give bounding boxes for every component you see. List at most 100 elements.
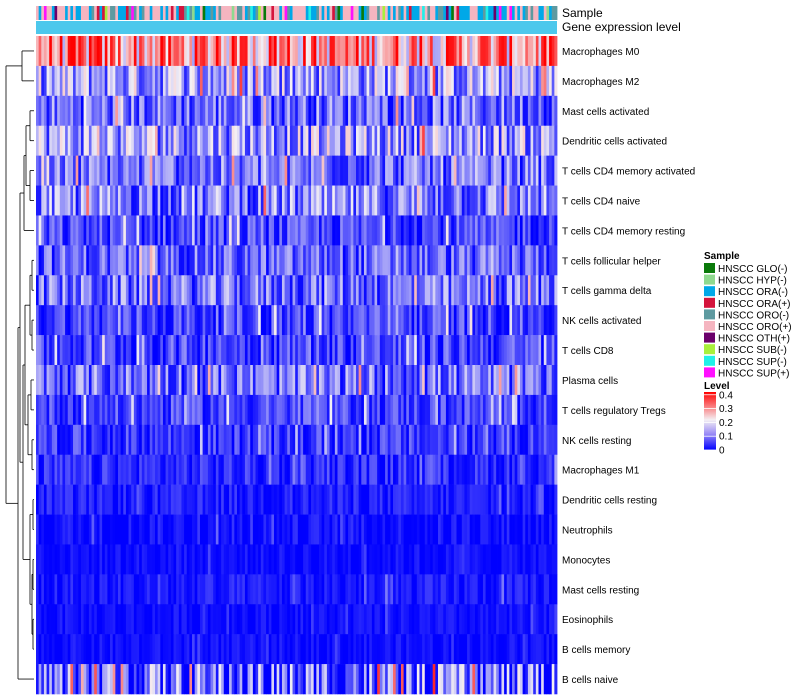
heatmap-cell: [284, 335, 288, 366]
heatmap-cell: [419, 125, 423, 156]
heatmap-cell: [345, 604, 349, 635]
heatmap-cell: [178, 95, 182, 127]
heatmap-cell: [178, 544, 182, 575]
heatmap-cell: [337, 125, 341, 156]
heatmap-cell: [136, 65, 140, 97]
heatmap-cell: [91, 155, 95, 186]
heatmap-cell: [107, 664, 111, 695]
row-label: T cells regulatory Tregs: [562, 406, 666, 417]
heatmap-cell: [308, 634, 312, 665]
heatmap-cell: [337, 335, 341, 366]
heatmap-cell: [390, 215, 394, 246]
heatmap-cell: [250, 634, 254, 665]
heatmap-cell: [435, 125, 439, 156]
heatmap-cell: [207, 484, 211, 515]
sample-annotation-cell: [157, 6, 161, 20]
heatmap-cell: [440, 604, 444, 635]
heatmap-cell: [498, 544, 502, 575]
heatmap-cell: [239, 484, 243, 515]
heatmap-cell: [213, 215, 217, 246]
heatmap-cell: [78, 544, 82, 575]
heatmap-cell: [276, 604, 280, 635]
heatmap-cell: [311, 604, 315, 635]
heatmap-cell: [252, 275, 256, 306]
heatmap-cell: [181, 215, 185, 246]
heatmap-cell: [400, 634, 405, 665]
heatmap-cell: [194, 125, 198, 156]
heatmap-cell: [377, 65, 381, 97]
heatmap-cell: [549, 664, 553, 695]
heatmap-cell: [91, 664, 95, 695]
heatmap-cell: [173, 604, 177, 635]
heatmap-cell: [250, 394, 254, 426]
heatmap-cell: [229, 394, 233, 426]
sample-annotation-cell: [292, 6, 296, 20]
heatmap-cell: [313, 245, 317, 276]
heatmap-cell: [75, 514, 79, 545]
heatmap-cell: [284, 215, 288, 246]
heatmap-cell: [67, 664, 71, 695]
heatmap-cell: [287, 544, 291, 575]
heatmap-cell: [379, 335, 383, 366]
heatmap-cell: [258, 664, 262, 695]
heatmap-cell: [414, 305, 418, 336]
heatmap-cell: [99, 215, 103, 246]
heatmap-cell: [430, 275, 434, 306]
heatmap-cell: [424, 215, 428, 246]
heatmap-cell: [247, 36, 251, 67]
heatmap-cell: [406, 335, 410, 366]
heatmap-cell: [181, 424, 185, 456]
heatmap-cell: [371, 574, 375, 605]
heatmap-cell: [279, 454, 283, 485]
sample-annotation-cell: [506, 6, 510, 20]
heatmap-cell: [541, 544, 545, 575]
heatmap-cell: [488, 95, 492, 127]
heatmap-cell: [472, 634, 476, 665]
heatmap-cell: [522, 305, 526, 336]
heatmap-cell: [162, 454, 166, 485]
heatmap-cell: [488, 634, 492, 665]
sample-annotation-cell: [379, 6, 383, 20]
sample-annotation-cell: [461, 6, 465, 20]
heatmap-cell: [512, 335, 516, 366]
heatmap-cell: [202, 305, 206, 336]
heatmap-cell: [80, 215, 85, 246]
heatmap-cell: [70, 335, 74, 366]
heatmap-cell: [292, 245, 296, 276]
heatmap-cell: [551, 215, 555, 246]
heatmap-cell: [385, 664, 389, 695]
heatmap-cell: [308, 544, 312, 575]
heatmap-cell: [411, 394, 415, 426]
heatmap-cell: [255, 36, 259, 67]
heatmap-cell: [461, 634, 465, 665]
heatmap-cell: [205, 335, 209, 366]
heatmap-cell: [244, 454, 248, 485]
heatmap-cell: [321, 275, 325, 306]
heatmap-cell: [530, 365, 534, 396]
heatmap-cell: [485, 36, 489, 67]
heatmap-cell: [400, 275, 405, 306]
heatmap-cell: [480, 634, 484, 665]
heatmap-cell: [125, 155, 129, 186]
heatmap-cell: [461, 544, 465, 575]
heatmap-cell: [443, 634, 447, 665]
heatmap-cell: [546, 514, 550, 545]
heatmap-cell: [318, 604, 323, 635]
heatmap-cell: [379, 634, 383, 665]
heatmap-cell: [382, 65, 386, 97]
heatmap-cell: [482, 215, 486, 246]
heatmap-cell: [112, 185, 116, 216]
heatmap-cell: [525, 484, 529, 515]
heatmap-cell: [123, 365, 127, 396]
sample-annotation-cell: [184, 6, 188, 20]
heatmap-cell: [414, 275, 418, 306]
heatmap-cell: [176, 634, 180, 665]
heatmap-cell: [395, 394, 399, 426]
heatmap-cell: [75, 305, 79, 336]
heatmap-cell: [157, 634, 161, 665]
heatmap-cell: [155, 245, 159, 276]
heatmap-cell: [199, 95, 204, 127]
heatmap-cell: [398, 634, 402, 665]
heatmap-cell: [236, 305, 241, 336]
heatmap-cell: [297, 634, 301, 665]
